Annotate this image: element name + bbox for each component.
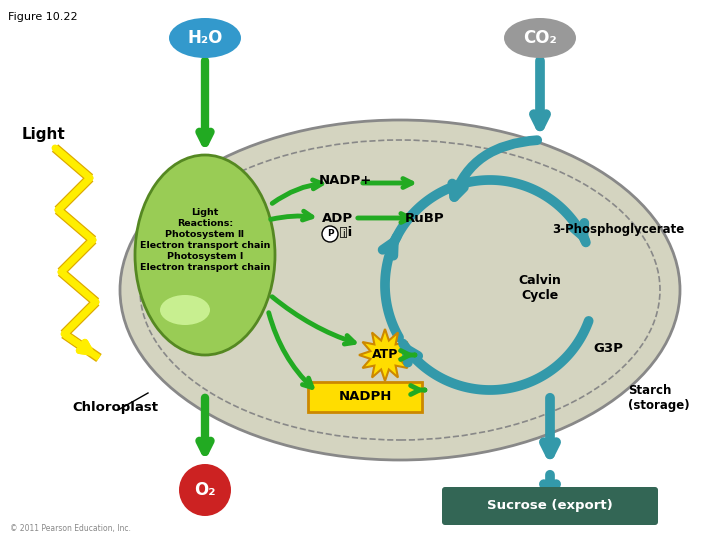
Ellipse shape <box>160 295 210 325</box>
Ellipse shape <box>169 18 241 58</box>
Text: NADP+: NADP+ <box>318 173 372 186</box>
Text: CO₂: CO₂ <box>523 29 557 47</box>
Text: G3P: G3P <box>593 341 623 354</box>
Text: NADPH: NADPH <box>338 390 392 403</box>
Circle shape <box>322 226 338 242</box>
Text: Chloroplast: Chloroplast <box>72 402 158 415</box>
Text: Figure 10.22: Figure 10.22 <box>8 12 78 22</box>
Text: O₂: O₂ <box>194 481 216 499</box>
FancyBboxPatch shape <box>442 487 658 525</box>
Polygon shape <box>359 329 411 381</box>
Text: H₂O: H₂O <box>187 29 222 47</box>
Text: RuBP: RuBP <box>405 212 445 225</box>
Text: + Ⓙi: + Ⓙi <box>324 226 352 240</box>
Ellipse shape <box>504 18 576 58</box>
Text: Sucrose (export): Sucrose (export) <box>487 500 613 512</box>
Text: Light
Reactions:
Photosystem Ⅱ
Electron transport chain
Photosystem Ⅰ
Electron t: Light Reactions: Photosystem Ⅱ Electron … <box>140 208 270 272</box>
Text: ADP: ADP <box>323 212 354 225</box>
Text: Calvin
Cycle: Calvin Cycle <box>518 274 562 302</box>
Text: 3-Phosphoglycerate: 3-Phosphoglycerate <box>552 224 684 237</box>
Ellipse shape <box>135 155 275 355</box>
Text: ATP: ATP <box>372 348 398 361</box>
Ellipse shape <box>120 120 680 460</box>
FancyBboxPatch shape <box>308 382 422 412</box>
Text: i: i <box>342 229 345 239</box>
Text: © 2011 Pearson Education, Inc.: © 2011 Pearson Education, Inc. <box>10 524 131 533</box>
Text: P: P <box>327 230 333 239</box>
Text: Light: Light <box>22 127 66 143</box>
Text: Starch
(storage): Starch (storage) <box>628 384 690 412</box>
Circle shape <box>179 464 231 516</box>
